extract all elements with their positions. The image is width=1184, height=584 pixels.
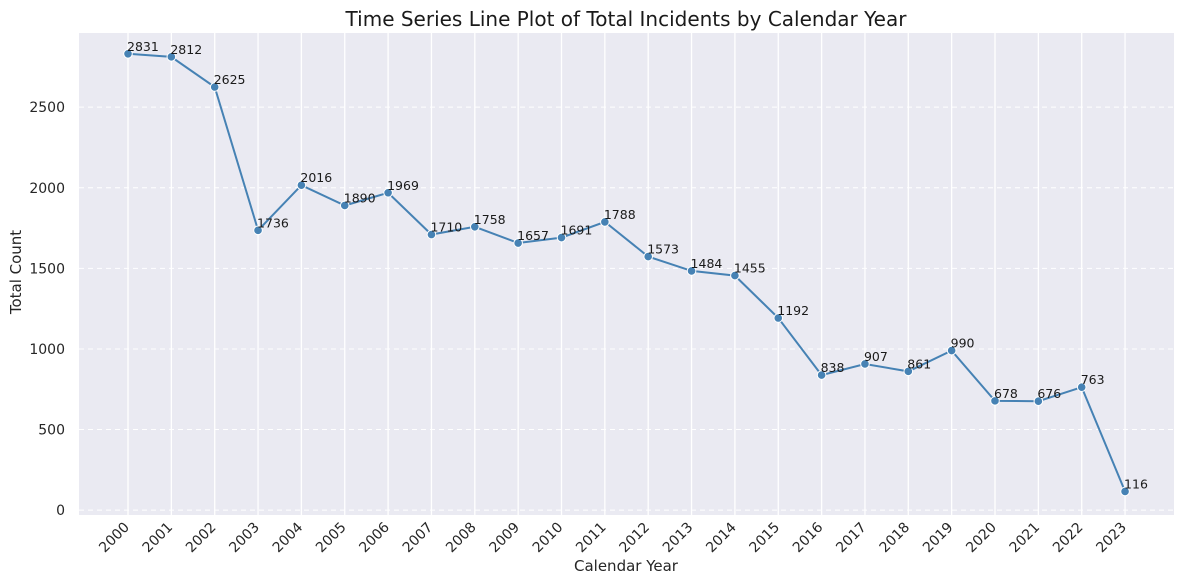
data-label: 1657 [517,228,549,243]
data-label: 861 [907,356,931,371]
x-tick-label: 2000 [96,520,133,557]
x-tick-label: 2016 [790,519,827,556]
data-point [209,82,220,92]
data-point [1120,486,1130,497]
x-tick-label: 2014 [703,519,740,556]
chart-title: Time Series Line Plot of Total Incidents… [345,7,908,31]
x-tick-label: 2013 [660,520,697,557]
x-tick-label: 2006 [356,519,393,556]
x-axis-label: Calendar Year [574,557,679,575]
data-label: 1691 [561,223,593,238]
data-label: 1969 [387,178,419,193]
data-point [946,345,957,356]
data-label: 1455 [734,261,766,276]
data-point [513,238,523,248]
x-tick-label: 2010 [530,520,567,557]
y-tick-label: 1500 [29,261,65,277]
y-tick-label: 500 [38,423,65,439]
data-point [600,217,610,227]
data-point [470,221,480,232]
series-line [127,52,1127,492]
data-label: 1192 [777,303,809,318]
data-point [1033,396,1044,406]
x-tick-label: 2020 [963,520,1000,557]
data-label: 1573 [647,242,679,257]
data-label: 907 [864,349,888,364]
x-tick-label: 2009 [486,520,523,557]
x-tick-label: 2023 [1093,520,1130,557]
data-label: 1788 [604,207,636,222]
data-point [253,225,263,236]
data-point [903,366,914,377]
x-tick-label: 2002 [183,520,220,557]
data-label: 678 [994,386,1018,401]
x-tick-label: 2018 [877,520,914,557]
data-point [556,232,567,243]
data-label: 763 [1081,372,1105,387]
data-label: 1710 [430,220,462,235]
y-tick-label: 0 [56,503,65,519]
y-axis: 0 500 1000 1500 2000 2500 [29,100,65,519]
data-point [816,370,827,380]
data-point [730,270,740,281]
data-label: 1484 [691,256,723,271]
x-tick-label: 2021 [1007,520,1044,557]
data-point [383,187,393,198]
data-point [990,396,1000,406]
data-label: 2831 [127,39,159,54]
x-tick-label: 2008 [443,520,480,557]
data-point [686,266,697,276]
data-point [1076,382,1087,392]
data-point [426,229,437,240]
data-point [123,48,133,59]
data-point [296,180,307,190]
plot-area [79,33,1174,515]
y-axis-label: Total Count [7,230,25,315]
x-axis: 2000 2001 2002 2003 2004 2005 2006 2007 2008 2009… [96,519,1130,556]
x-tick-label: 2012 [617,520,654,557]
x-tick-label: 2004 [270,519,307,556]
data-label: 990 [951,336,975,351]
data-point [643,251,654,262]
x-tick-label: 2005 [313,520,350,557]
x-tick-label: 2017 [833,520,870,557]
x-tick-label: 2019 [920,520,957,557]
data-point [166,52,177,62]
x-tick-label: 2015 [747,520,784,557]
data-label: 2812 [170,42,202,57]
data-label: 1736 [257,215,289,230]
data-label: 116 [1124,476,1148,491]
data-point [339,200,350,211]
data-label: 1890 [344,190,376,205]
x-tick-label: 2022 [1050,520,1087,557]
x-tick-label: 2007 [400,520,437,557]
data-label: 2625 [214,72,246,87]
data-point [860,359,870,369]
data-points [123,48,1130,497]
data-point [773,313,784,323]
data-label: 1758 [474,212,506,227]
data-labels: 2831 2812 2625 1736 2016 1890 1969 1710 1758 1657… [127,39,1148,492]
x-tick-label: 2001 [140,520,177,557]
y-tick-label: 2500 [29,100,65,116]
y-tick-label: 2000 [29,181,65,197]
data-label: 2016 [300,170,332,185]
x-tick-label: 2003 [226,520,263,557]
data-label: 838 [821,360,845,375]
data-label: 676 [1037,386,1061,401]
y-tick-label: 1000 [29,342,65,358]
x-tick-label: 2011 [573,520,610,557]
